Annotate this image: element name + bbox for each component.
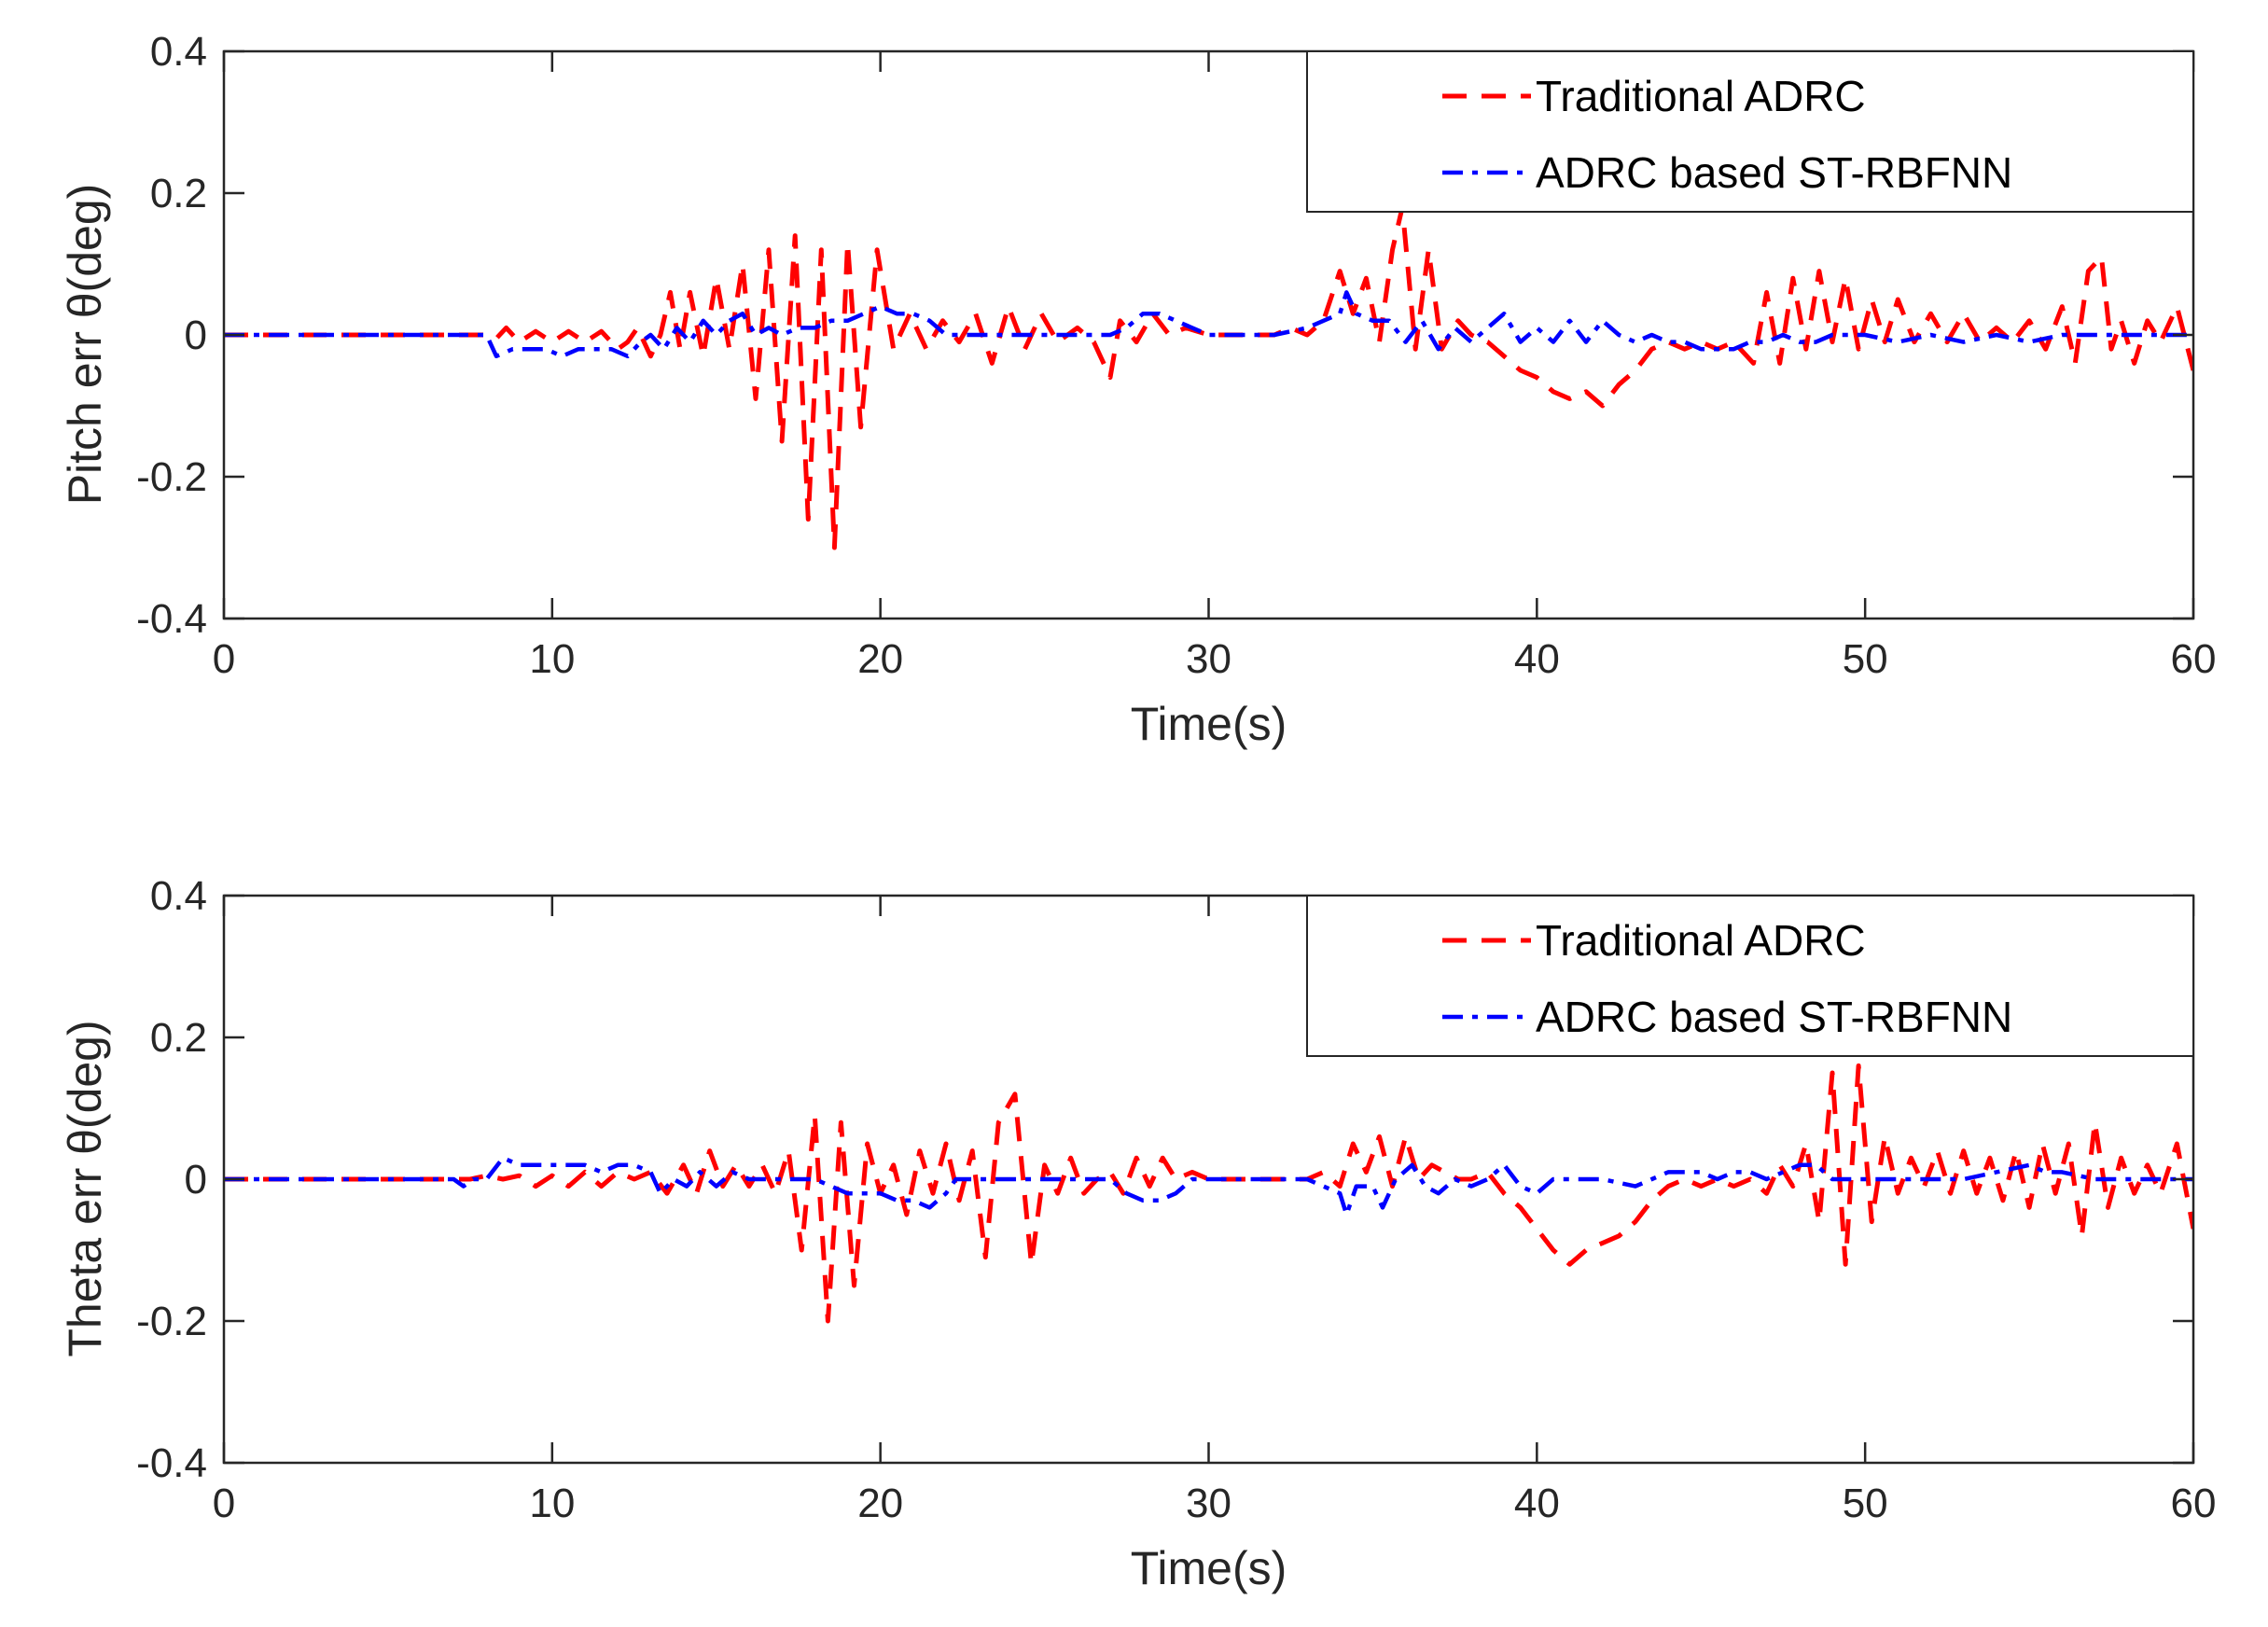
x-tick-label: 30 — [1186, 636, 1231, 682]
x-tick-label: 40 — [1514, 636, 1560, 682]
x-tick-label: 40 — [1514, 1481, 1560, 1526]
x-tick-label: 60 — [2171, 1481, 2217, 1526]
y-tick-label: 0.2 — [150, 171, 207, 216]
x-axis-label: Time(s) — [1131, 1542, 1287, 1594]
y-axis-label: Pitch err θ(deg) — [59, 184, 111, 506]
y-tick-label: -0.4 — [136, 1440, 207, 1486]
legend-label: ADRC based ST-RBFNN — [1536, 148, 2012, 197]
y-tick-label: 0 — [185, 1157, 207, 1203]
legend-label: Traditional ADRC — [1536, 72, 1866, 120]
x-tick-label: 0 — [213, 1481, 235, 1526]
x-tick-label: 50 — [1843, 636, 1888, 682]
chart-pitch-error: 0 10 20 30 40 50 60 -0.4 -0.2 0 0.2 0.4 Time(s) Pitch… — [59, 29, 2216, 750]
legend-box — [1306, 895, 2194, 1057]
x-tick-label: 0 — [213, 636, 235, 682]
y-tick-label: -0.2 — [136, 1299, 207, 1344]
x-axis-label: Time(s) — [1131, 698, 1287, 750]
x-tick-label: 30 — [1186, 1481, 1231, 1526]
y-tick-label: 0.2 — [150, 1015, 207, 1061]
legend-label: Traditional ADRC — [1536, 916, 1866, 965]
legend: Traditional ADRC ADRC based ST-RBFNN — [1306, 50, 2194, 213]
series-group — [224, 204, 2193, 550]
x-tick-label: 60 — [2171, 636, 2217, 682]
series-line-adrc-st-rbfnn — [224, 290, 2193, 359]
legend: Traditional ADRC ADRC based ST-RBFNN — [1306, 895, 2194, 1057]
series-line-traditional-adrc — [224, 204, 2193, 550]
y-tick-label: 0.4 — [150, 873, 207, 919]
x-tick-label: 50 — [1843, 1481, 1888, 1526]
x-tick-label: 10 — [529, 1481, 575, 1526]
y-tick-label: 0 — [185, 313, 207, 358]
series-line-adrc-st-rbfnn — [224, 1155, 2193, 1217]
y-tick-label: -0.2 — [136, 454, 207, 500]
y-axis-label: Theta err θ(deg) — [59, 1020, 111, 1356]
legend-label: ADRC based ST-RBFNN — [1536, 993, 2012, 1041]
x-tick-label: 20 — [857, 636, 903, 682]
y-tick-label: -0.4 — [136, 596, 207, 642]
x-tick-label: 10 — [529, 636, 575, 682]
chart-theta-error: 0 10 20 30 40 50 60 -0.4 -0.2 0 0.2 0.4 Time(s) Theta… — [59, 873, 2216, 1594]
y-tick-label: 0.4 — [150, 29, 207, 75]
series-group — [224, 1063, 2193, 1324]
legend-box — [1306, 50, 2194, 213]
x-tick-label: 20 — [857, 1481, 903, 1526]
